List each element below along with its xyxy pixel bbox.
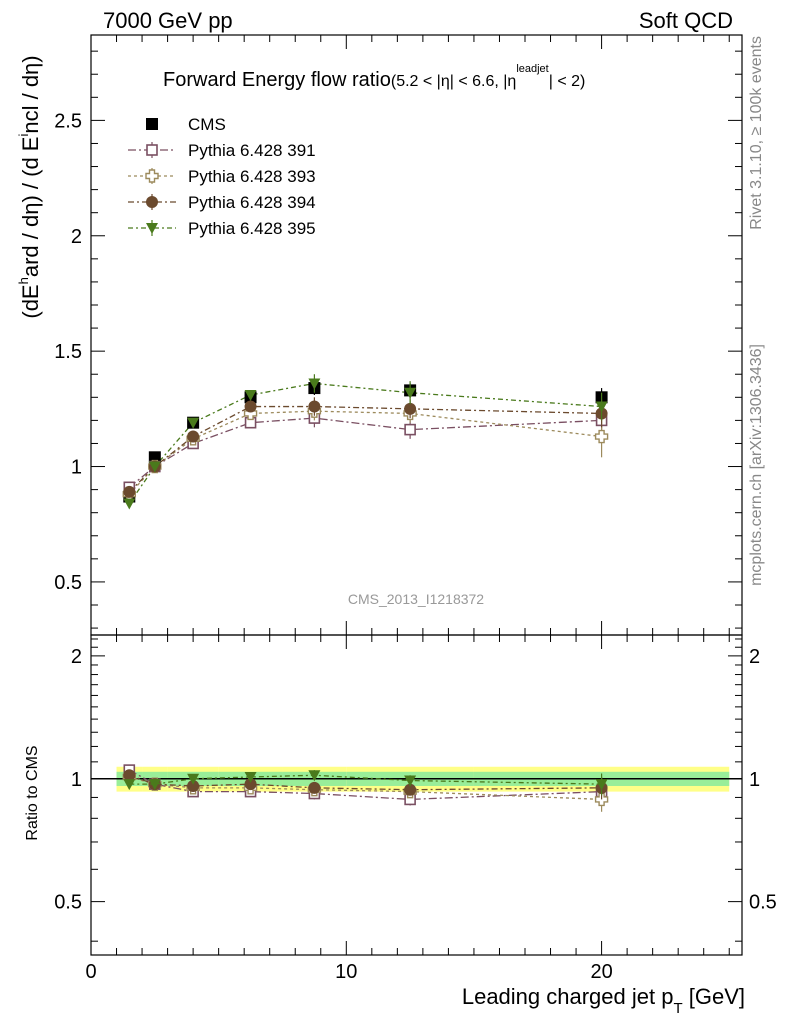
y-tick-label: 1.5 (54, 341, 82, 363)
y-tick-label: 2.5 (54, 110, 82, 132)
y-tick-label: 0.5 (54, 572, 82, 594)
ratio-point (123, 779, 136, 791)
ratio-y-tick-label-right: 1 (749, 769, 760, 791)
data-point (594, 429, 609, 444)
data-point (244, 390, 257, 401)
data-point (404, 387, 417, 399)
data-point (308, 400, 321, 413)
x-tick-label: 0 (85, 961, 96, 983)
x-tick-label: 20 (590, 961, 612, 983)
ratio-point (308, 781, 321, 794)
chart-title: Forward Energy flow ratio(5.2 < |η| < 6.… (163, 63, 585, 91)
legend-label: Pythia 6.428 391 (188, 141, 316, 160)
data-point (187, 417, 200, 429)
data-point (404, 402, 417, 415)
ratio-plot: 0 10 20 0.5 0.5 1 1 2 2 (54, 634, 777, 983)
ratio-point (308, 770, 321, 782)
legend-marker (145, 169, 159, 183)
mcplots-label: mcplots.cern.ch [arXiv:1306.3436] (748, 344, 765, 586)
ratio-point (595, 779, 608, 791)
ratio-y-tick-label-right: 0.5 (749, 892, 777, 914)
ratio-point (187, 779, 200, 792)
ratio-y-tick-label: 0.5 (54, 892, 82, 914)
rivet-label: Rivet 3.1.10, ≥ 100k events (748, 36, 765, 230)
data-point (123, 498, 136, 510)
ratio-point (148, 779, 161, 791)
data-point (187, 430, 200, 443)
y-tick-label: 1 (71, 457, 82, 479)
ratio-y-tick-label-right: 2 (749, 646, 760, 668)
data-point (148, 461, 161, 473)
y-axis-label: (dEhard / dη) / (d Eincl / dη) (16, 55, 43, 318)
x-axis-label: Leading charged jet pT [GeV] (462, 984, 745, 1017)
analysis-watermark: CMS_2013_I1218372 (348, 591, 484, 607)
ratio-y-tick-label: 1 (71, 769, 82, 791)
header-right: Soft QCD (639, 8, 733, 33)
header-left: 7000 GeV pp (103, 8, 233, 33)
y-tick-label: 2 (71, 226, 82, 248)
legend-label: Pythia 6.428 395 (188, 219, 316, 238)
legend-marker (146, 196, 158, 208)
data-point (308, 378, 321, 390)
series-line (128, 382, 602, 504)
ratio-point (244, 778, 257, 791)
data-point (244, 400, 257, 413)
ratio-point (404, 775, 417, 787)
ratio-point (123, 769, 136, 782)
ratio-y-tick-label: 2 (71, 646, 82, 668)
legend-label: Pythia 6.428 394 (188, 193, 316, 212)
legend-marker (146, 144, 158, 156)
legend-label: CMS (188, 115, 226, 134)
data-point (404, 423, 416, 436)
series-line (128, 405, 602, 493)
data-point (595, 401, 608, 413)
ratio-point (244, 771, 257, 783)
main-plot: 0.5 1 1.5 2 2.5 (54, 34, 743, 636)
ratio-point (404, 783, 417, 796)
ratio-y-axis-label: Ratio to CMS (24, 745, 41, 840)
x-tick-label: 10 (335, 961, 357, 983)
data-point (123, 485, 136, 498)
ratio-point (187, 773, 200, 785)
legend-marker (146, 223, 158, 234)
legend-marker (146, 118, 158, 130)
ratio-frame (90, 634, 743, 956)
legend: CMS Pythia 6.428 391 Pythia 6.428 393 Pythi… (128, 115, 316, 238)
legend-label: Pythia 6.428 393 (188, 167, 316, 186)
